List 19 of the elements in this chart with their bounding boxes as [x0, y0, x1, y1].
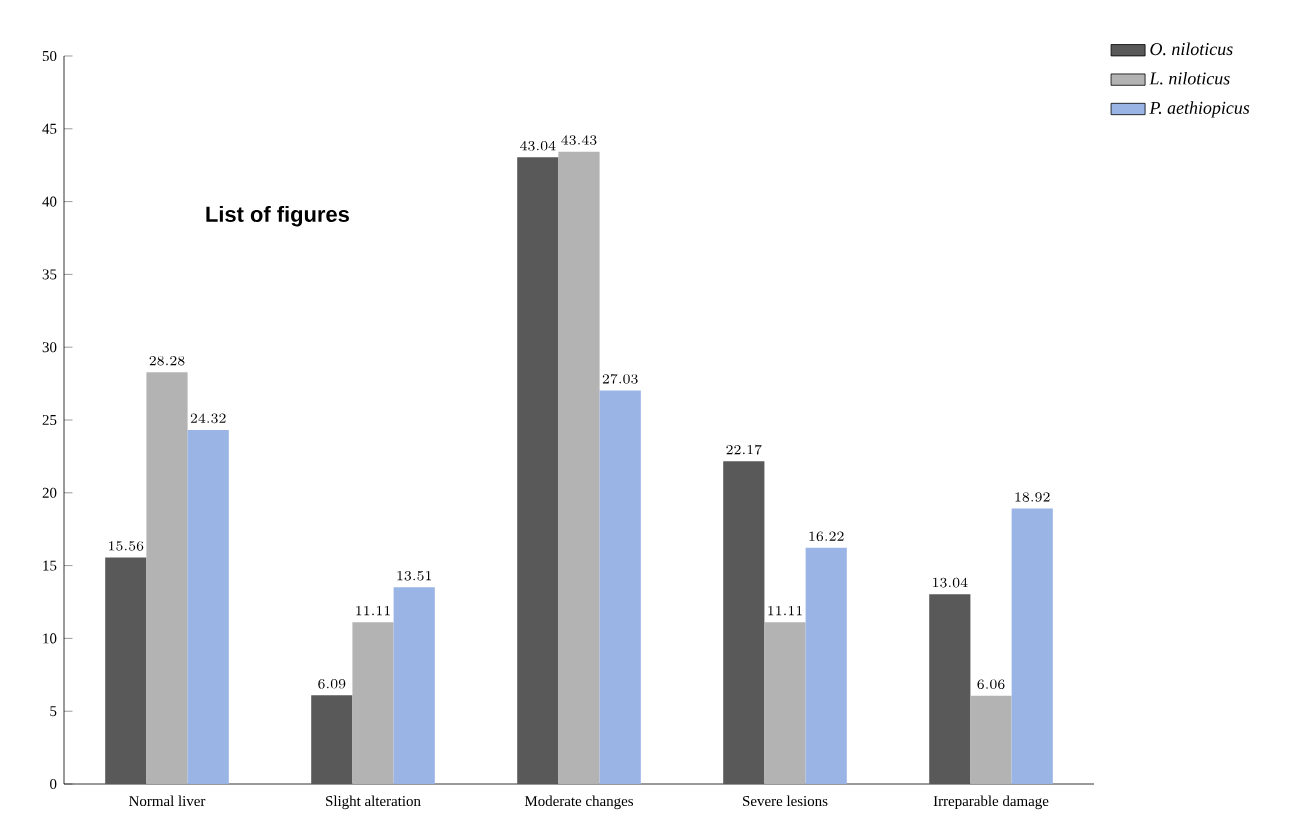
bar [311, 695, 353, 784]
bar [558, 151, 600, 784]
bar [805, 547, 847, 784]
legend-label: P. aethiopicus [1149, 101, 1250, 118]
bar [517, 157, 559, 784]
bar [146, 372, 188, 784]
bar [929, 594, 971, 784]
bar [187, 429, 229, 784]
legend-label: L. niloticus [1149, 71, 1230, 85]
bar [105, 557, 147, 784]
bar [1011, 508, 1053, 784]
bar [352, 622, 394, 784]
bar [764, 622, 806, 784]
bar [723, 461, 765, 784]
annotation: List of figures [206, 205, 349, 227]
bar [599, 390, 641, 784]
bar [393, 587, 435, 784]
legend-label: O. niloticus [1150, 42, 1233, 56]
bar [970, 695, 1012, 784]
